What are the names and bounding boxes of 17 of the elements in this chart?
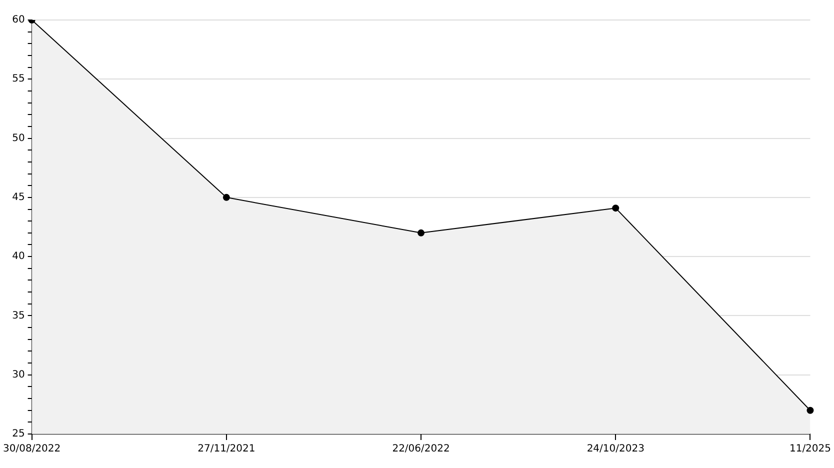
x-tick-label: 30/08/2022 [3, 444, 61, 455]
y-tick-label: 45 [12, 192, 25, 204]
y-tick-label: 50 [12, 132, 25, 144]
point [612, 204, 620, 212]
y-tick-label: 25 [12, 428, 25, 440]
x-tick-label: 24/10/2023 [586, 444, 644, 455]
y-tick-label: 60 [12, 14, 25, 26]
y-tick-label: 30 [12, 369, 25, 380]
point [806, 406, 814, 414]
y-tick-label: 55 [12, 74, 25, 85]
point [222, 194, 230, 201]
x-tick-label: 11/2025 [789, 444, 831, 455]
x-tick-label: 22/06/2022 [392, 444, 450, 455]
point [418, 229, 425, 236]
y-tick-label: 35 [12, 310, 25, 322]
x-tick-label: 27/11/2021 [198, 444, 256, 455]
y-tick-label: 40 [12, 251, 25, 262]
